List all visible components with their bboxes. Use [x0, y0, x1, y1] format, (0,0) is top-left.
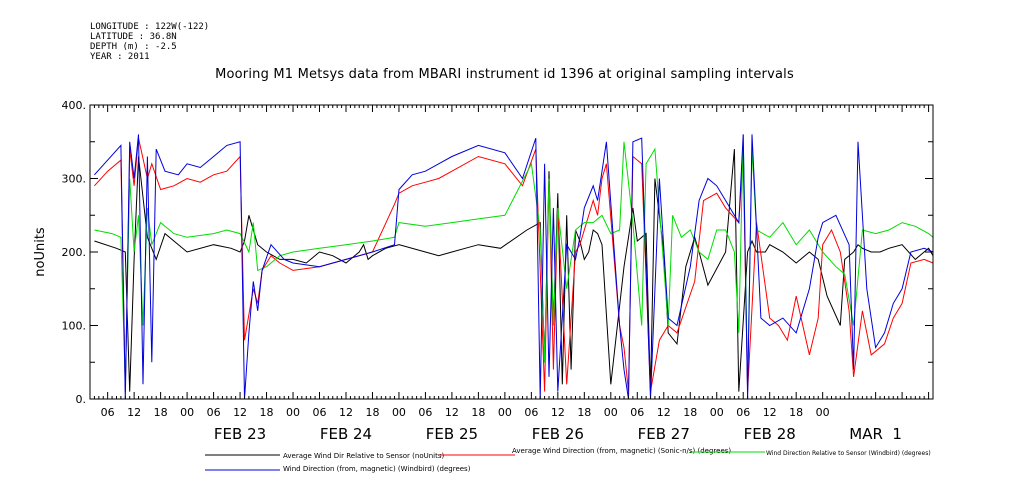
x-tick-label: 12 — [763, 406, 777, 419]
legend-label-2: Average Wind Direction (from, magnetic) … — [512, 447, 731, 455]
series-line-1 — [94, 149, 934, 392]
y-axis-label: noUnits — [33, 227, 48, 277]
x-tick-label: 12 — [551, 406, 565, 419]
x-tick-label: 18 — [471, 406, 485, 419]
longitude-label: LONGITUDE : 122W(-122) — [90, 22, 210, 32]
y-tick-label: 200. — [62, 246, 87, 259]
x-tick-label: 06 — [418, 406, 432, 419]
plot-frame — [89, 104, 934, 400]
legend-label-1: Average Wind Dir Relative to Sensor (noU… — [283, 452, 444, 460]
depth-label: DEPTH (m) : -2.5 — [90, 42, 177, 52]
chart-title: Mooring M1 Metsys data from MBARI instru… — [215, 67, 794, 82]
x-tick-label: 18 — [789, 406, 803, 419]
x-tick-label: 18 — [577, 406, 591, 419]
legend-label-4: Wind Direction (from, magnetic) (Windbir… — [283, 465, 471, 473]
x-day-label: FEB 24 — [320, 425, 372, 443]
x-day-label: FEB 27 — [638, 425, 690, 443]
latitude-label: LATITUDE : 36.8N — [90, 32, 177, 42]
x-tick-label: 00 — [498, 406, 512, 419]
x-tick-label: 00 — [710, 406, 724, 419]
x-tick-label: 00 — [816, 406, 830, 419]
x-tick-label: 18 — [154, 406, 168, 419]
series-layer — [94, 134, 934, 400]
x-tick-label: 06 — [313, 406, 327, 419]
x-tick-label: 12 — [445, 406, 459, 419]
y-tick-label: 0. — [76, 393, 87, 406]
x-tick-label: 18 — [365, 406, 379, 419]
x-tick-label: 00 — [286, 406, 300, 419]
x-day-label: FEB 23 — [214, 425, 266, 443]
x-day-label: FEB 25 — [426, 425, 478, 443]
x-tick-label: 18 — [683, 406, 697, 419]
legend-label-3: Wind Direction Relative to Sensor (Windb… — [766, 450, 931, 457]
y-tick-label: 100. — [62, 320, 87, 333]
x-tick-label: 12 — [657, 406, 671, 419]
x-day-label: FEB 28 — [744, 425, 796, 443]
x-tick-label: 06 — [630, 406, 644, 419]
axes-layer: 0. 100. 200. 300. 400. 06 12 18 00 06 12 18 00 06 12 18… — [62, 99, 934, 443]
x-day-label: MAR 1 — [849, 425, 902, 443]
x-tick-label: 12 — [127, 406, 141, 419]
x-tick-label: 06 — [524, 406, 538, 419]
station-metadata: LONGITUDE : 122W(-122) LATITUDE : 36.8N … — [90, 22, 209, 62]
x-tick-label: 00 — [180, 406, 194, 419]
y-tick-label: 400. — [62, 99, 87, 112]
x-tick-label: 00 — [604, 406, 618, 419]
x-tick-label: 06 — [207, 406, 221, 419]
x-tick-label: 06 — [736, 406, 750, 419]
year-label: YEAR : 2011 — [90, 52, 150, 62]
series-line-2 — [94, 137, 934, 392]
x-tick-label: 18 — [260, 406, 274, 419]
series-line-4 — [94, 134, 934, 400]
x-tick-label: 12 — [339, 406, 353, 419]
y-tick-label: 300. — [62, 173, 87, 186]
x-tick-label: 00 — [392, 406, 406, 419]
series-line-3 — [94, 134, 934, 385]
x-tick-label: 12 — [233, 406, 247, 419]
x-tick-label: 06 — [101, 406, 115, 419]
x-day-label: FEB 26 — [532, 425, 584, 443]
legend: Average Wind Dir Relative to Sensor (noU… — [205, 447, 931, 473]
